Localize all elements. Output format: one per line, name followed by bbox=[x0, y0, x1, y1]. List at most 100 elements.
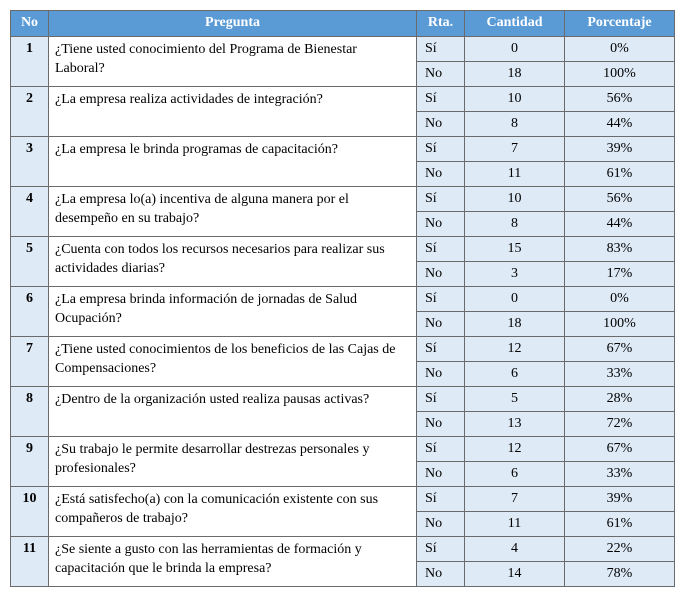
answer-label: No bbox=[417, 111, 465, 136]
survey-table: No Pregunta Rta. Cantidad Porcentaje 1¿T… bbox=[10, 10, 675, 587]
answer-label: No bbox=[417, 461, 465, 486]
answer-count: 0 bbox=[465, 286, 565, 311]
answer-count: 14 bbox=[465, 561, 565, 586]
question-number: 11 bbox=[11, 536, 49, 586]
answer-count: 11 bbox=[465, 161, 565, 186]
header-row: No Pregunta Rta. Cantidad Porcentaje bbox=[11, 11, 675, 37]
question-number: 8 bbox=[11, 386, 49, 436]
answer-count: 5 bbox=[465, 386, 565, 411]
answer-count: 0 bbox=[465, 36, 565, 61]
question-row: 2¿La empresa realiza actividades de inte… bbox=[11, 86, 675, 111]
question-row: 5¿Cuenta con todos los recursos necesari… bbox=[11, 236, 675, 261]
answer-label: Sí bbox=[417, 486, 465, 511]
col-header-porcentaje: Porcentaje bbox=[565, 11, 675, 37]
col-header-pregunta: Pregunta bbox=[49, 11, 417, 37]
answer-label: Sí bbox=[417, 36, 465, 61]
question-text: ¿La empresa realiza actividades de integ… bbox=[49, 86, 417, 136]
answer-percent: 83% bbox=[565, 236, 675, 261]
question-row: 10¿Está satisfecho(a) con la comunicació… bbox=[11, 486, 675, 511]
answer-label: Sí bbox=[417, 186, 465, 211]
col-header-no: No bbox=[11, 11, 49, 37]
answer-percent: 28% bbox=[565, 386, 675, 411]
answer-percent: 67% bbox=[565, 436, 675, 461]
question-row: 7¿Tiene usted conocimientos de los benef… bbox=[11, 336, 675, 361]
answer-percent: 33% bbox=[565, 361, 675, 386]
answer-percent: 61% bbox=[565, 511, 675, 536]
answer-percent: 33% bbox=[565, 461, 675, 486]
answer-label: No bbox=[417, 211, 465, 236]
answer-label: No bbox=[417, 61, 465, 86]
answer-count: 10 bbox=[465, 86, 565, 111]
question-number: 1 bbox=[11, 36, 49, 86]
answer-label: Sí bbox=[417, 386, 465, 411]
answer-count: 4 bbox=[465, 536, 565, 561]
question-text: ¿La empresa le brinda programas de capac… bbox=[49, 136, 417, 186]
answer-label: Sí bbox=[417, 336, 465, 361]
answer-count: 7 bbox=[465, 486, 565, 511]
answer-count: 12 bbox=[465, 336, 565, 361]
answer-count: 15 bbox=[465, 236, 565, 261]
answer-label: No bbox=[417, 161, 465, 186]
question-row: 6¿La empresa brinda información de jorna… bbox=[11, 286, 675, 311]
answer-percent: 44% bbox=[565, 211, 675, 236]
answer-percent: 22% bbox=[565, 536, 675, 561]
answer-count: 11 bbox=[465, 511, 565, 536]
answer-percent: 56% bbox=[565, 86, 675, 111]
col-header-cantidad: Cantidad bbox=[465, 11, 565, 37]
question-text: ¿La empresa lo(a) incentiva de alguna ma… bbox=[49, 186, 417, 236]
answer-label: Sí bbox=[417, 136, 465, 161]
question-text: ¿Tiene usted conocimiento del Programa d… bbox=[49, 36, 417, 86]
answer-count: 12 bbox=[465, 436, 565, 461]
answer-percent: 78% bbox=[565, 561, 675, 586]
question-text: ¿Cuenta con todos los recursos necesario… bbox=[49, 236, 417, 286]
answer-label: Sí bbox=[417, 236, 465, 261]
question-number: 7 bbox=[11, 336, 49, 386]
answer-label: Sí bbox=[417, 86, 465, 111]
question-row: 1¿Tiene usted conocimiento del Programa … bbox=[11, 36, 675, 61]
question-row: 3¿La empresa le brinda programas de capa… bbox=[11, 136, 675, 161]
question-number: 10 bbox=[11, 486, 49, 536]
answer-percent: 61% bbox=[565, 161, 675, 186]
question-number: 6 bbox=[11, 286, 49, 336]
answer-count: 10 bbox=[465, 186, 565, 211]
answer-percent: 0% bbox=[565, 286, 675, 311]
answer-label: Sí bbox=[417, 286, 465, 311]
question-text: ¿Está satisfecho(a) con la comunicación … bbox=[49, 486, 417, 536]
question-number: 5 bbox=[11, 236, 49, 286]
question-text: ¿Tiene usted conocimientos de los benefi… bbox=[49, 336, 417, 386]
question-number: 9 bbox=[11, 436, 49, 486]
answer-label: No bbox=[417, 561, 465, 586]
answer-percent: 44% bbox=[565, 111, 675, 136]
answer-percent: 56% bbox=[565, 186, 675, 211]
question-text: ¿Su trabajo le permite desarrollar destr… bbox=[49, 436, 417, 486]
answer-label: No bbox=[417, 311, 465, 336]
question-text: ¿Dentro de la organización usted realiza… bbox=[49, 386, 417, 436]
answer-label: No bbox=[417, 511, 465, 536]
question-text: ¿Se siente a gusto con las herramientas … bbox=[49, 536, 417, 586]
question-row: 8¿Dentro de la organización usted realiz… bbox=[11, 386, 675, 411]
answer-count: 8 bbox=[465, 211, 565, 236]
question-number: 4 bbox=[11, 186, 49, 236]
answer-label: Sí bbox=[417, 536, 465, 561]
answer-count: 13 bbox=[465, 411, 565, 436]
answer-count: 6 bbox=[465, 361, 565, 386]
question-row: 11¿Se siente a gusto con las herramienta… bbox=[11, 536, 675, 561]
question-number: 3 bbox=[11, 136, 49, 186]
answer-count: 8 bbox=[465, 111, 565, 136]
answer-percent: 39% bbox=[565, 136, 675, 161]
answer-percent: 17% bbox=[565, 261, 675, 286]
answer-count: 18 bbox=[465, 61, 565, 86]
question-row: 4¿La empresa lo(a) incentiva de alguna m… bbox=[11, 186, 675, 211]
answer-label: No bbox=[417, 411, 465, 436]
answer-percent: 72% bbox=[565, 411, 675, 436]
answer-label: No bbox=[417, 261, 465, 286]
answer-percent: 100% bbox=[565, 61, 675, 86]
answer-label: No bbox=[417, 361, 465, 386]
answer-percent: 67% bbox=[565, 336, 675, 361]
answer-label: Sí bbox=[417, 436, 465, 461]
answer-percent: 0% bbox=[565, 36, 675, 61]
answer-percent: 100% bbox=[565, 311, 675, 336]
question-text: ¿La empresa brinda información de jornad… bbox=[49, 286, 417, 336]
question-number: 2 bbox=[11, 86, 49, 136]
answer-percent: 39% bbox=[565, 486, 675, 511]
